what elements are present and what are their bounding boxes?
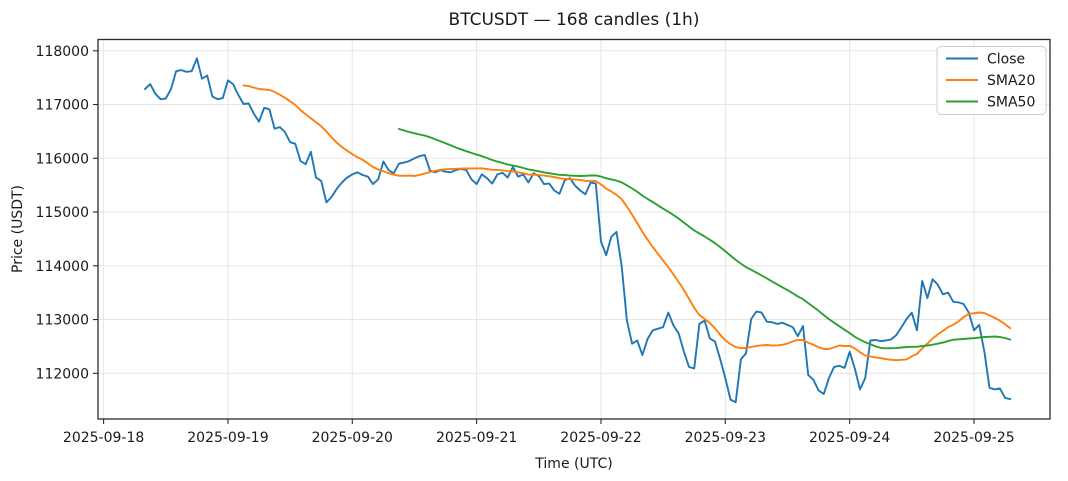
x-tick-label: 2025-09-20: [312, 430, 393, 446]
sma50-line: [397, 128, 1012, 350]
x-tick-label: 2025-09-21: [436, 430, 517, 446]
y-tick-label: 116000: [36, 151, 89, 167]
tick-layer: [93, 50, 975, 424]
y-tick-label: 118000: [36, 44, 89, 60]
sma20-line: [242, 84, 1012, 362]
series-layer: [144, 57, 1012, 404]
legend-label-sma20: SMA20: [987, 73, 1035, 89]
grid-layer: [98, 39, 1050, 419]
close-line: [144, 57, 1012, 404]
x-tick-label: 2025-09-18: [63, 430, 144, 446]
x-axis-label: Time (UTC): [534, 456, 612, 472]
legend: Close SMA20 SMA50: [936, 46, 1047, 115]
y-tick-label: 115000: [36, 205, 89, 221]
legend-label-sma50: SMA50: [987, 95, 1035, 111]
x-tick-label: 2025-09-23: [685, 430, 766, 446]
chart-title: BTCUSDT — 168 candles (1h): [449, 10, 700, 30]
x-tick-label: 2025-09-25: [933, 430, 1014, 446]
x-tick-label: 2025-09-22: [560, 430, 641, 446]
y-tick-label: 117000: [36, 98, 89, 114]
y-axis-label: Price (USDT): [10, 185, 26, 273]
legend-label-close: Close: [987, 52, 1025, 68]
y-tick-label: 112000: [36, 366, 89, 382]
legend-box: [936, 46, 1047, 115]
y-tick-label: 113000: [36, 313, 89, 329]
x-tick-labels: 2025-09-18 2025-09-19 2025-09-20 2025-09-21…: [63, 430, 1015, 446]
y-tick-label: 114000: [36, 259, 89, 275]
x-tick-label: 2025-09-19: [187, 430, 268, 446]
plot-border: [97, 38, 1051, 420]
x-tick-label: 2025-09-24: [809, 430, 890, 446]
y-tick-labels: 112000 113000 114000 115000 116000 117000 1180…: [36, 44, 89, 383]
